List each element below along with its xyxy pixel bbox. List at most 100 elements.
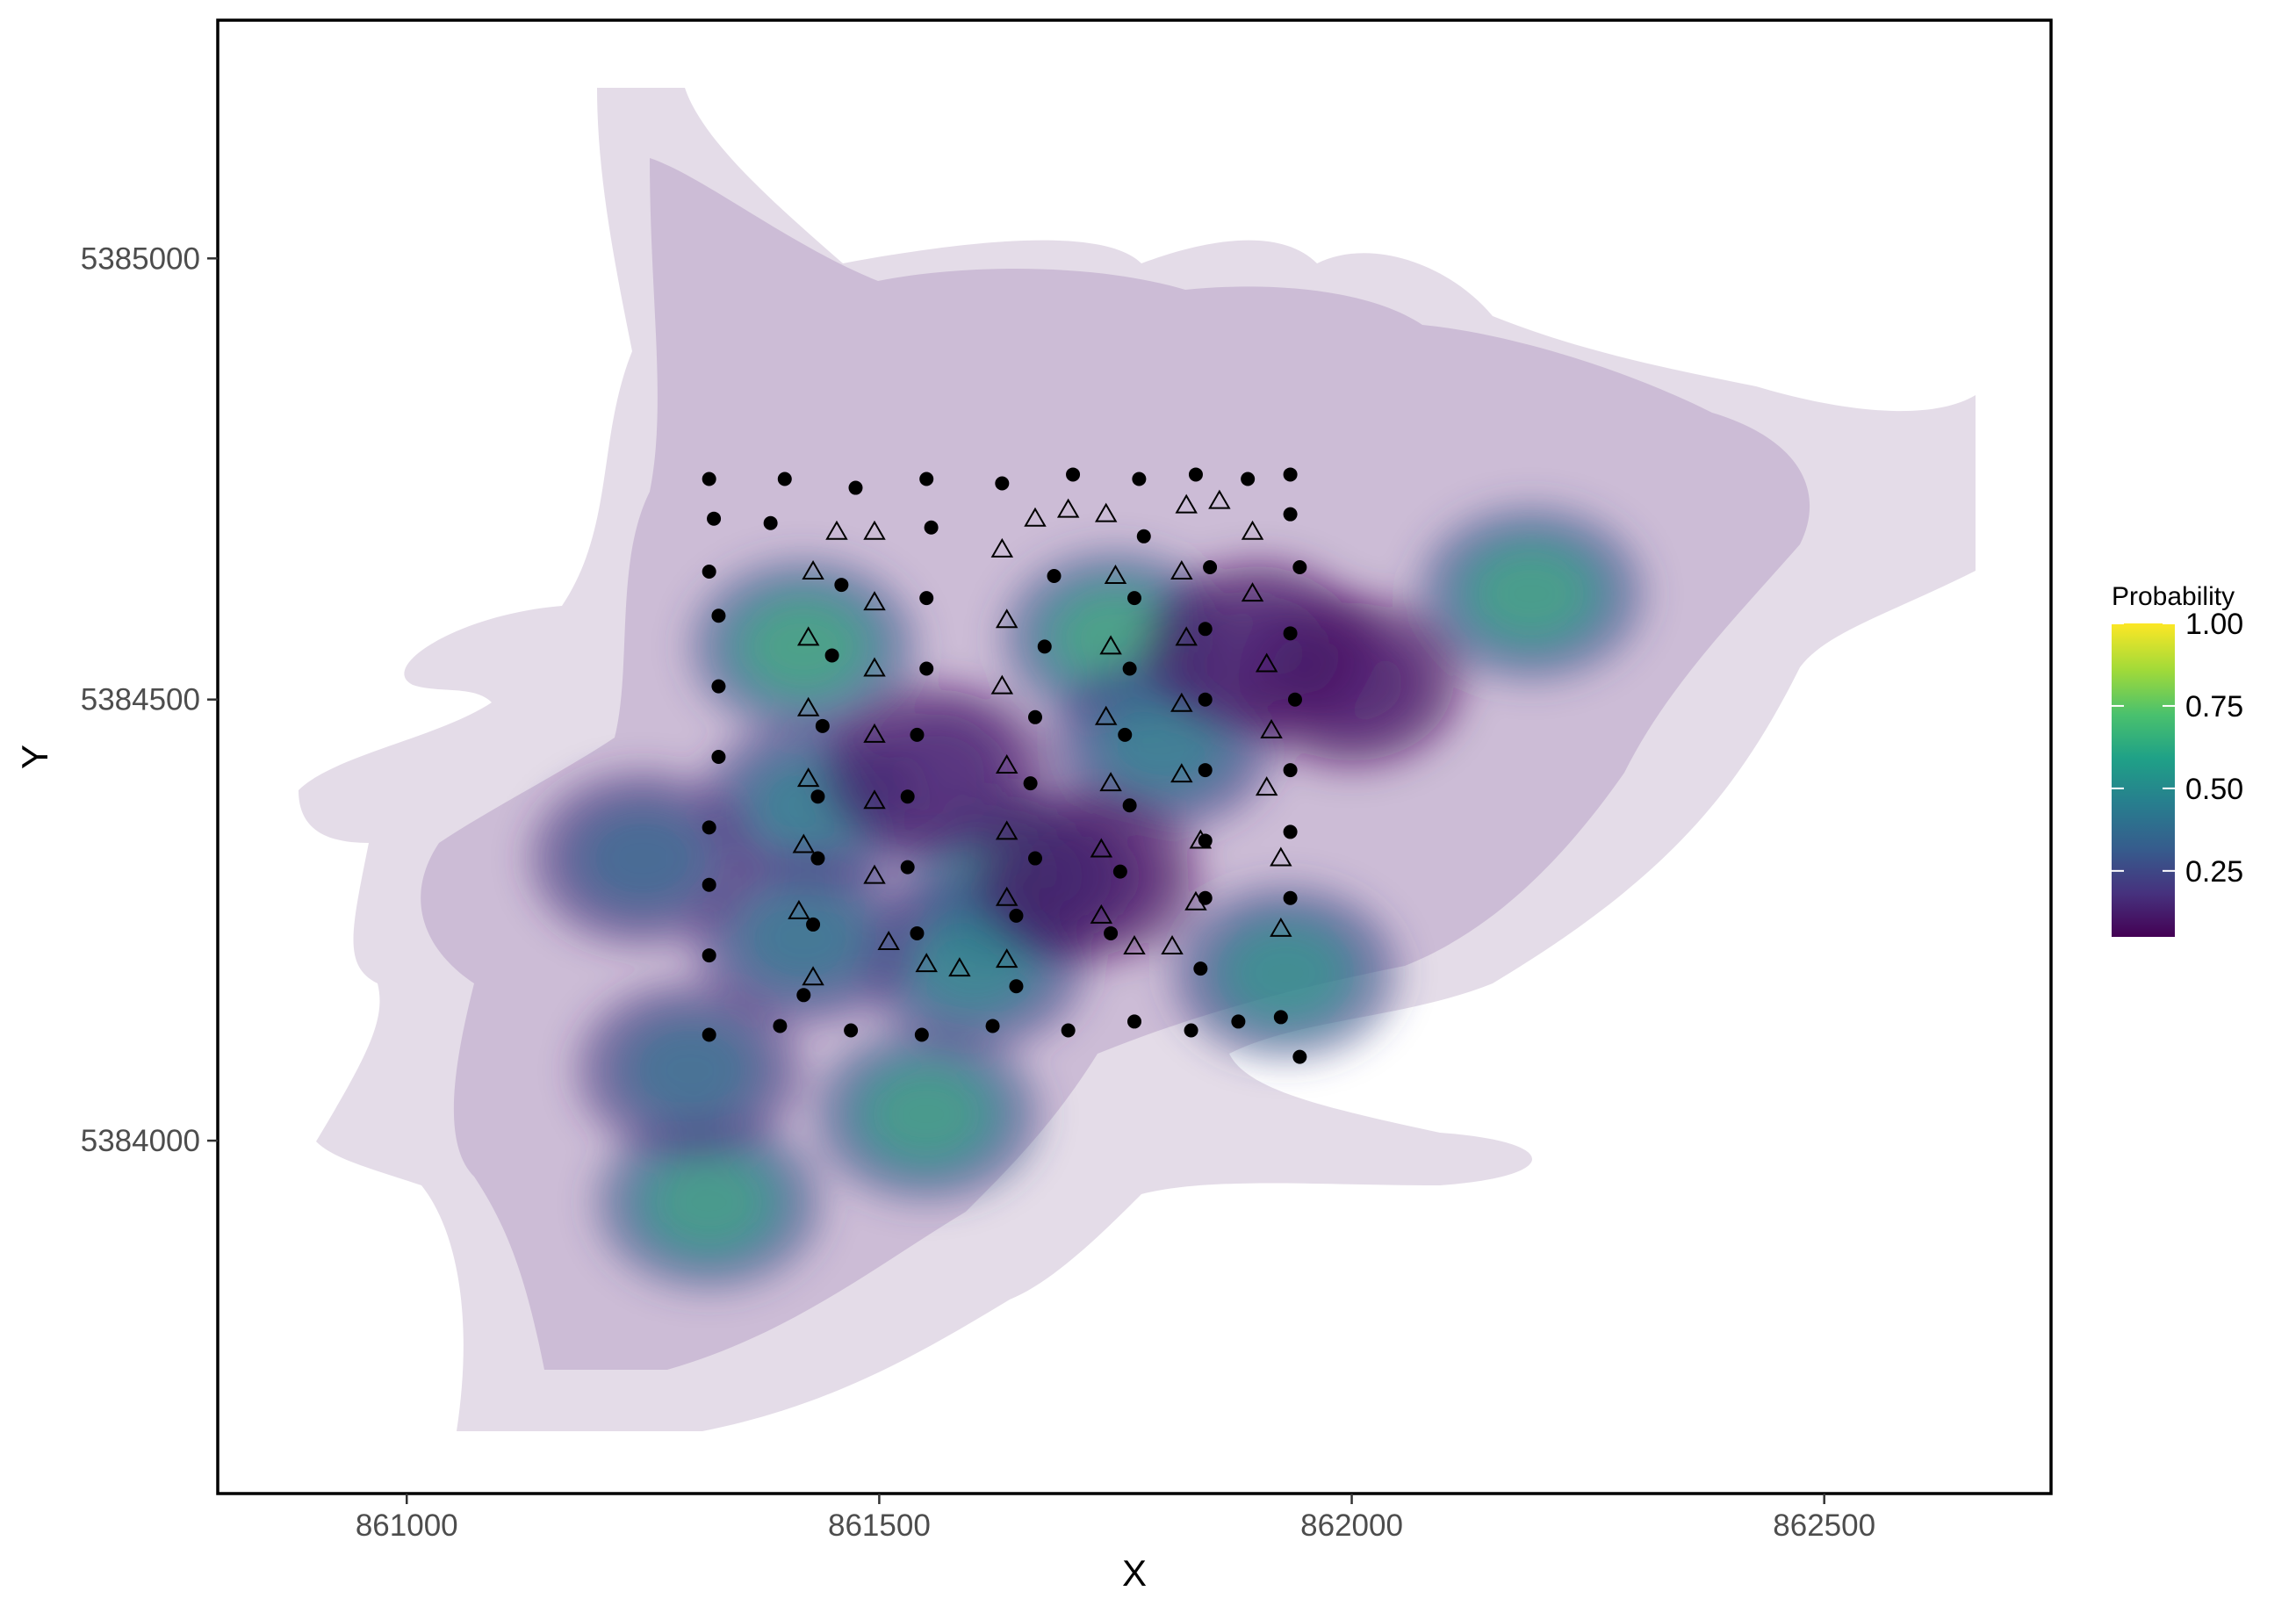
point-circle <box>985 1019 1000 1033</box>
density-contour <box>922 925 1026 1004</box>
point-circle <box>711 608 726 623</box>
point-circle <box>1136 529 1151 544</box>
point-circle <box>1009 908 1024 923</box>
point-circle <box>1027 709 1042 724</box>
point-circle <box>702 877 716 892</box>
y-axis-title: Y <box>14 745 55 769</box>
point-triangle <box>796 626 820 646</box>
point-circle <box>1283 467 1298 482</box>
point-triangle <box>995 886 1018 906</box>
x-axis-title: X <box>1122 1552 1147 1594</box>
legend: Probability 0.25 0.50 0.75 1.00 <box>2112 582 2243 937</box>
y-tick-label: 5385000 <box>81 241 200 276</box>
point-circle <box>924 520 939 535</box>
y-tick-label: 5384500 <box>81 683 200 717</box>
legend-ticks: 0.25 0.50 0.75 1.00 <box>2112 608 2243 889</box>
plot-panel-border <box>216 18 2053 1495</box>
point-circle <box>1047 569 1062 584</box>
point-triangle <box>863 723 886 743</box>
density-contour <box>874 1074 979 1154</box>
point-triangle <box>1094 502 1118 522</box>
x-tick-label: 862000 <box>1300 1508 1403 1543</box>
legend-tick-label: 1.00 <box>2185 608 2243 641</box>
x-tick-label: 862500 <box>1773 1508 1875 1543</box>
point-circle <box>1122 798 1137 813</box>
point-circle <box>1283 507 1298 522</box>
legend-title: Probability <box>2112 582 2235 611</box>
density-contour <box>752 607 856 687</box>
point-triangle <box>1123 935 1146 955</box>
density-contour <box>752 897 856 977</box>
point-triangle <box>1170 692 1193 712</box>
point-circle <box>1273 1010 1288 1025</box>
density-contour <box>1234 933 1338 1013</box>
point-circle <box>1104 925 1119 940</box>
point-circle <box>1203 559 1218 574</box>
point-triangle <box>995 754 1018 774</box>
density-contour <box>1479 554 1584 634</box>
point-triangle <box>1241 520 1264 540</box>
point-triangle <box>1170 559 1193 580</box>
point-triangle <box>1094 705 1118 725</box>
point-triangle <box>792 833 816 853</box>
point-circle <box>1198 622 1213 637</box>
point-circle <box>702 564 716 579</box>
point-circle <box>1009 979 1024 994</box>
point-circle <box>707 511 722 526</box>
point-circle <box>1112 864 1127 879</box>
point-circle <box>1198 692 1213 707</box>
density-contour <box>657 1163 761 1242</box>
point-circle <box>711 750 726 764</box>
point-circle <box>1023 776 1038 791</box>
point-triangle <box>1170 763 1193 783</box>
point-triangle <box>990 674 1014 695</box>
point-circle <box>1292 1049 1307 1064</box>
points-layer <box>702 467 1307 1064</box>
point-triangle <box>1255 652 1278 673</box>
point-circle <box>1198 890 1213 905</box>
point-triangle <box>863 864 886 884</box>
point-circle <box>910 727 925 742</box>
point-circle <box>810 851 825 866</box>
point-circle <box>834 578 849 593</box>
y-axis: 5384000 5384500 5385000 <box>81 241 218 1158</box>
point-triangle <box>863 520 886 540</box>
density-contour <box>638 1030 743 1110</box>
point-circle <box>900 860 915 875</box>
point-circle <box>1127 591 1141 606</box>
point-circle <box>702 472 716 486</box>
legend-tick-label: 0.25 <box>2185 855 2243 889</box>
point-circle <box>1283 763 1298 778</box>
y-tick-label: 5384000 <box>81 1124 200 1158</box>
point-circle <box>1061 1023 1076 1038</box>
point-circle <box>1118 727 1133 742</box>
point-triangle <box>1270 917 1292 937</box>
point-circle <box>824 648 839 663</box>
point-circle <box>1122 661 1137 676</box>
x-axis: 861000 861500 862000 862500 <box>356 1494 1875 1543</box>
point-triangle <box>1270 846 1292 867</box>
point-triangle <box>948 957 971 977</box>
point-circle <box>702 1027 716 1042</box>
point-circle <box>910 925 925 940</box>
point-circle <box>1241 472 1256 486</box>
point-triangle <box>1056 498 1080 518</box>
point-circle <box>900 789 915 804</box>
legend-tick-label: 0.75 <box>2185 690 2243 724</box>
density-contour <box>883 731 988 810</box>
legend-tick-label: 0.50 <box>2185 773 2243 806</box>
point-triangle <box>796 696 820 716</box>
point-circle <box>1283 890 1298 905</box>
point-circle <box>796 988 811 1003</box>
point-triangle <box>1024 507 1047 527</box>
point-circle <box>1198 763 1213 778</box>
point-circle <box>702 948 716 963</box>
point-triangle <box>796 767 820 788</box>
x-tick-label: 861000 <box>356 1508 458 1543</box>
point-circle <box>919 472 934 486</box>
point-circle <box>848 480 863 495</box>
point-triangle <box>995 608 1018 629</box>
point-circle <box>1287 692 1302 707</box>
point-circle <box>1283 824 1298 839</box>
